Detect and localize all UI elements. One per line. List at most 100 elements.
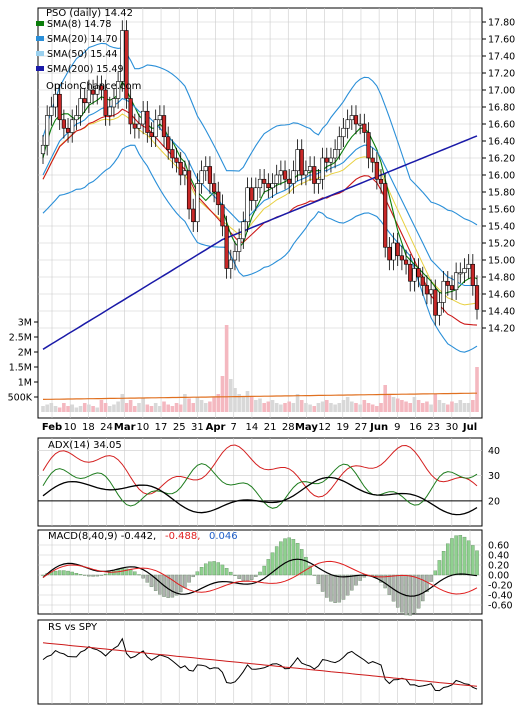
volume-bar: [70, 404, 75, 412]
candle-body: [145, 110, 150, 133]
legend-label: SMA(8) 14.78: [47, 19, 111, 30]
candle-body: [141, 110, 146, 125]
macd-histogram-bar: [433, 570, 438, 576]
volume-bar: [87, 404, 91, 412]
candle-body: [216, 191, 221, 206]
macd-signal-value: -0.488,: [165, 531, 200, 542]
candle-body: [253, 187, 258, 201]
volume-bar: [291, 403, 296, 412]
macd-signal-line: [42, 560, 478, 595]
candle-body: [441, 280, 446, 303]
macd-histogram-bar: [145, 574, 150, 583]
volume-bar: [475, 367, 479, 412]
volume-bar: [324, 400, 329, 412]
candle-body: [237, 238, 242, 252]
candle-body: [303, 170, 309, 176]
volume-bar: [454, 403, 458, 412]
macd-histogram-bar: [141, 574, 145, 579]
volume-bar: [274, 403, 279, 412]
candle-body: [149, 132, 154, 138]
x-tick-label: 12: [318, 422, 331, 433]
volume-bar: [57, 407, 62, 412]
x-tick-label: Mar: [114, 422, 136, 433]
macd-tick-label: 0.00: [488, 571, 509, 582]
macd-histogram-bar: [420, 574, 425, 602]
candle-body: [403, 259, 409, 265]
x-axis: Feb 10 18 24 Mar 10 17 25 31 Apr 7 14 21 28 May 12 19 27 J…: [42, 422, 477, 433]
candle-body: [454, 272, 459, 291]
candle-body: [358, 123, 363, 126]
macd-histogram-bar: [195, 571, 200, 576]
candle-body: [195, 183, 200, 223]
macd-histogram-bar: [62, 570, 66, 576]
candle-body: [199, 170, 204, 184]
x-tick-label: 24: [100, 422, 113, 433]
macd-hist-value: 0.046: [209, 531, 238, 542]
macd-histogram-bar: [337, 574, 342, 603]
volume-bar: [241, 397, 246, 412]
macd-histogram-bar: [274, 546, 279, 576]
candle-body: [136, 123, 142, 129]
macd-histogram-bar: [333, 574, 337, 603]
volume-bar: [95, 407, 100, 412]
volume-bar: [245, 391, 250, 412]
volume-bar: [91, 406, 95, 412]
volume-bar: [137, 403, 141, 412]
volume-bar: [471, 400, 475, 412]
candle-body: [320, 157, 325, 180]
price-tick-label: 14.60: [488, 290, 515, 301]
macd-histogram-bar: [95, 574, 100, 577]
volume-bar: [170, 406, 175, 412]
macd-histogram-bar: [316, 574, 321, 585]
x-tick-label: 18: [82, 422, 95, 433]
macd-tick-label: -0.20: [488, 581, 513, 592]
candle-body: [40, 144, 46, 155]
volume-bar: [270, 400, 275, 412]
macd-histogram-bar: [287, 537, 291, 576]
volume-bar: [199, 400, 204, 412]
candle-body: [333, 149, 338, 159]
price-tick-label: 15.60: [488, 205, 515, 216]
volume-bar: [116, 401, 120, 412]
volume-bar: [203, 403, 208, 412]
candle-body: [186, 170, 192, 210]
volume-bar: [141, 398, 145, 412]
legend-label: SMA(20) 14.70: [47, 34, 117, 45]
macd-histogram-bar: [471, 545, 475, 576]
candle-body: [387, 246, 392, 261]
volume-bar: [45, 404, 49, 412]
candle-body: [107, 106, 112, 116]
macd-histogram-bar: [112, 570, 116, 576]
adx-tick-label: 30: [488, 471, 500, 482]
candle-body: [78, 98, 83, 116]
adx-line: [42, 476, 478, 516]
macd-histogram-bar: [258, 571, 262, 576]
candle-body: [211, 183, 217, 193]
volume-bar: [99, 400, 104, 412]
macd-histogram-bar: [191, 574, 195, 578]
macd-histogram-bar: [66, 570, 70, 576]
candle-body: [345, 119, 350, 129]
candle-body: [349, 115, 354, 121]
volume-bar: [220, 376, 225, 412]
candle-body: [45, 115, 50, 146]
volume-bar: [370, 404, 375, 412]
trend-red-line: [42, 108, 478, 326]
volume-bar: [366, 403, 371, 412]
price-tick-label: 16.00: [488, 171, 515, 182]
candle-body: [266, 183, 271, 189]
macd-histogram-bar: [320, 574, 325, 592]
volume-bar: [258, 398, 262, 412]
macd-tick-label: 0.60: [488, 541, 509, 552]
candle-body: [307, 166, 313, 172]
sma50-line: [42, 113, 478, 306]
candle-body: [470, 263, 475, 286]
volume-bar: [103, 403, 108, 412]
candle-body: [53, 93, 58, 108]
price-panel: 17.80 17.60 17.40 17.20 17.00 16.80 16.60 16.40…: [8, 7, 515, 419]
legend-swatch: [36, 36, 44, 41]
macd-histogram-bar: [304, 556, 308, 576]
candle-body: [324, 157, 329, 163]
volume-bar: [458, 400, 463, 412]
macd-histogram-bar: [379, 574, 383, 583]
